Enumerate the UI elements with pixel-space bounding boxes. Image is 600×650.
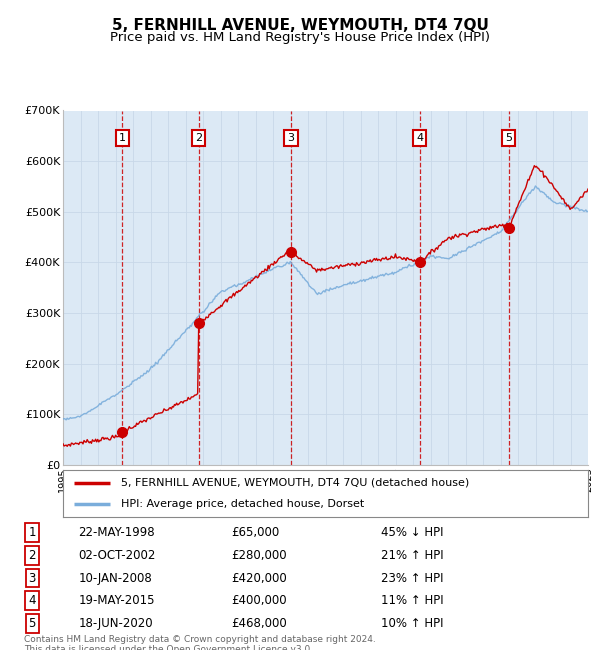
Text: £65,000: £65,000 xyxy=(231,526,279,539)
Text: Price paid vs. HM Land Registry's House Price Index (HPI): Price paid vs. HM Land Registry's House … xyxy=(110,31,490,44)
Text: 4: 4 xyxy=(28,594,36,607)
Text: Contains HM Land Registry data © Crown copyright and database right 2024.
This d: Contains HM Land Registry data © Crown c… xyxy=(24,635,376,650)
Text: £468,000: £468,000 xyxy=(231,617,287,630)
Text: 1: 1 xyxy=(119,133,125,144)
Text: 18-JUN-2020: 18-JUN-2020 xyxy=(78,617,153,630)
Text: 10% ↑ HPI: 10% ↑ HPI xyxy=(380,617,443,630)
Text: 5: 5 xyxy=(28,617,36,630)
Text: 4: 4 xyxy=(416,133,423,144)
Text: 11% ↑ HPI: 11% ↑ HPI xyxy=(380,594,443,607)
Text: 22-MAY-1998: 22-MAY-1998 xyxy=(78,526,155,539)
Text: 2: 2 xyxy=(28,549,36,562)
Text: 2: 2 xyxy=(195,133,202,144)
Text: HPI: Average price, detached house, Dorset: HPI: Average price, detached house, Dors… xyxy=(121,499,364,509)
Text: 19-MAY-2015: 19-MAY-2015 xyxy=(78,594,155,607)
Text: 3: 3 xyxy=(28,571,36,584)
Text: 3: 3 xyxy=(287,133,295,144)
Text: 5: 5 xyxy=(505,133,512,144)
Text: 45% ↓ HPI: 45% ↓ HPI xyxy=(380,526,443,539)
Text: 5, FERNHILL AVENUE, WEYMOUTH, DT4 7QU: 5, FERNHILL AVENUE, WEYMOUTH, DT4 7QU xyxy=(112,18,488,33)
Text: 23% ↑ HPI: 23% ↑ HPI xyxy=(380,571,443,584)
Text: 02-OCT-2002: 02-OCT-2002 xyxy=(78,549,155,562)
Text: 21% ↑ HPI: 21% ↑ HPI xyxy=(380,549,443,562)
Text: £280,000: £280,000 xyxy=(231,549,287,562)
Text: 10-JAN-2008: 10-JAN-2008 xyxy=(78,571,152,584)
Text: 5, FERNHILL AVENUE, WEYMOUTH, DT4 7QU (detached house): 5, FERNHILL AVENUE, WEYMOUTH, DT4 7QU (d… xyxy=(121,478,469,488)
Text: 1: 1 xyxy=(28,526,36,539)
Text: £400,000: £400,000 xyxy=(231,594,287,607)
Text: £420,000: £420,000 xyxy=(231,571,287,584)
